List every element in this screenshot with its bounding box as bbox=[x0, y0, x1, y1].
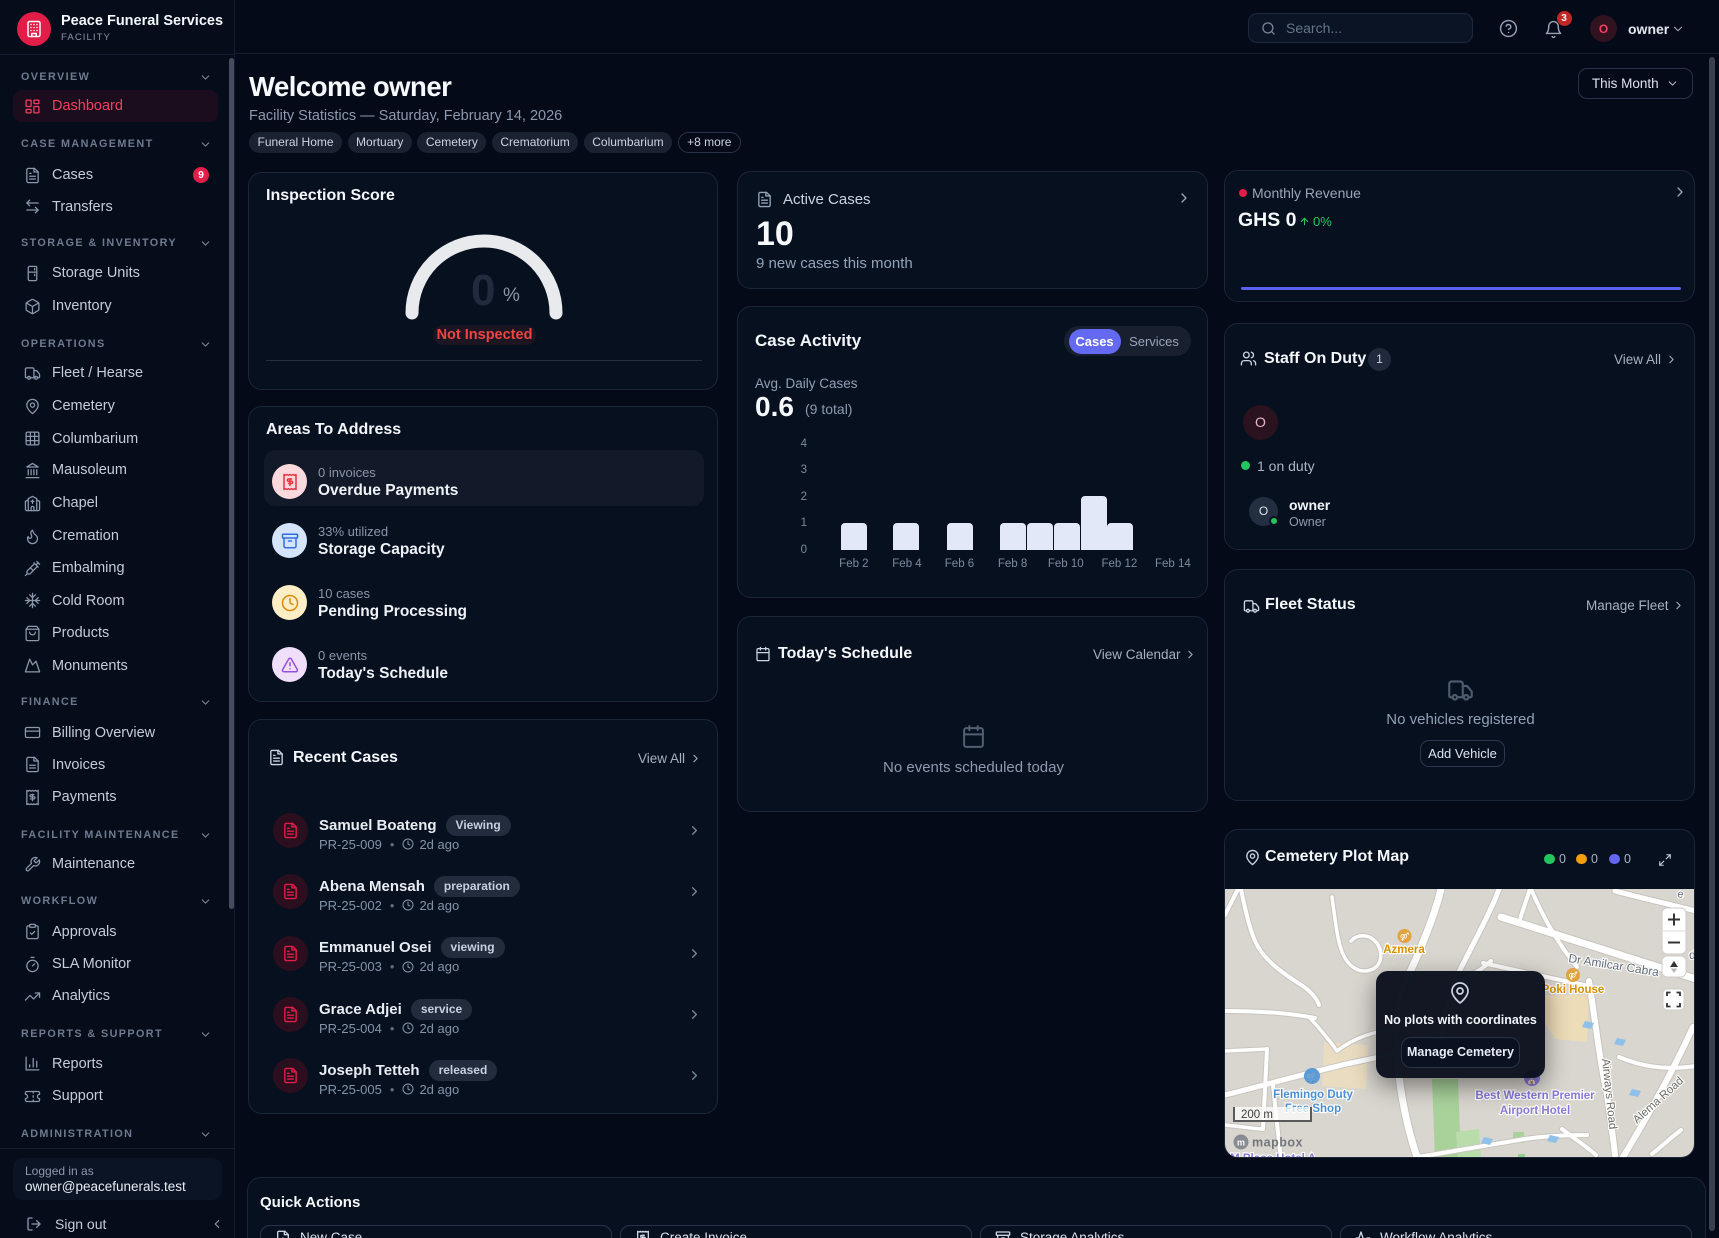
svg-text:⚤: ⚤ bbox=[1400, 932, 1409, 941]
svg-text:Flemingo Duty: Flemingo Duty bbox=[1273, 1089, 1353, 1101]
svg-text:m: m bbox=[1237, 1137, 1245, 1147]
svg-text:Poki House: Poki House bbox=[1542, 984, 1605, 996]
svg-text:⚤: ⚤ bbox=[1568, 971, 1577, 980]
svg-text:200 m: 200 m bbox=[1241, 1109, 1273, 1121]
svg-text:⛪: ⛪ bbox=[1526, 1073, 1537, 1084]
svg-text:d: d bbox=[1689, 948, 1695, 962]
svg-text:e: e bbox=[1676, 889, 1684, 901]
svg-text:Best Western Premier: Best Western Premier bbox=[1475, 1090, 1595, 1102]
svg-text:M Place Hotel A: M Place Hotel A bbox=[1230, 1153, 1316, 1158]
svg-text:🛒: 🛒 bbox=[1306, 1071, 1317, 1082]
svg-text:Azmera: Azmera bbox=[1383, 944, 1425, 956]
svg-text:Airport Hotel: Airport Hotel bbox=[1500, 1105, 1570, 1117]
svg-text:mapbox: mapbox bbox=[1252, 1135, 1303, 1149]
